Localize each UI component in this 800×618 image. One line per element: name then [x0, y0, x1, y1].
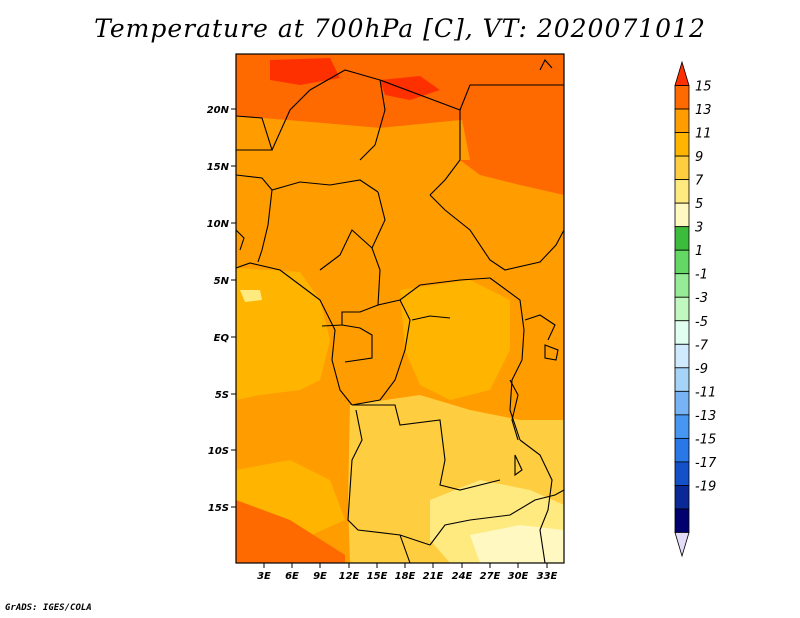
lon-ticks — [263, 563, 548, 568]
colorbar-label: 15 — [695, 80, 712, 95]
colorbar-segment — [674, 202, 690, 228]
temperature-field — [236, 54, 564, 563]
colorbar-label: -15 — [695, 432, 716, 447]
lat-label: 5N — [214, 276, 230, 287]
lon-label: 27E — [480, 571, 501, 582]
lon-labels: 3E 6E 9E 12E 15E 18E 21E 24E 27E 30E 33E — [257, 571, 557, 582]
colorbar-segment — [674, 343, 690, 369]
lon-label: 15E — [367, 571, 388, 582]
colorbar-label: -17 — [695, 456, 717, 471]
colorbar-label: -13 — [695, 409, 716, 424]
lat-labels: 20N 15N 10N 5N EQ 5S 10S 15S — [207, 105, 230, 514]
lat-ticks — [231, 108, 236, 508]
colorbar-segment — [674, 249, 690, 275]
lat-label: 15S — [208, 503, 229, 514]
lon-label: 12E — [339, 571, 360, 582]
colorbar-segment — [674, 437, 690, 463]
lon-label: 33E — [537, 571, 558, 582]
colorbar-segment — [674, 226, 690, 251]
colorbar-segment — [674, 414, 690, 439]
colorbar-segment — [674, 485, 690, 510]
lat-label: 15N — [207, 162, 230, 173]
colorbar-segment — [674, 320, 690, 345]
colorbar-segment — [674, 273, 690, 298]
lon-label: 9E — [313, 571, 327, 582]
lon-label: 3E — [257, 571, 271, 582]
lon-label: 6E — [285, 571, 299, 582]
lon-label: 24E — [452, 571, 473, 582]
colorbar-label: -5 — [695, 315, 708, 330]
lon-label: 30E — [508, 571, 529, 582]
map-frame — [235, 53, 565, 564]
colorbar-label: 7 — [695, 174, 704, 189]
colorbar-segment — [674, 532, 690, 558]
footer-credit: GrADS: IGES/COLA — [5, 603, 92, 613]
colorbar-segment — [674, 85, 690, 110]
chart-title: Temperature at 700hPa [C], VT: 202007101… — [94, 14, 706, 43]
colorbar-segment — [674, 367, 690, 392]
colorbar-segment — [674, 296, 690, 322]
country-borders — [235, 59, 565, 564]
colorbar-label: -9 — [695, 362, 708, 377]
colorbar-label: -19 — [695, 479, 716, 494]
lon-label: 18E — [395, 571, 416, 582]
colorbar-segment — [674, 108, 690, 133]
colorbar-label: 9 — [695, 150, 703, 165]
colorbar-segment — [674, 390, 690, 416]
colorbar-label: 1 — [695, 244, 703, 259]
colorbar-segment — [674, 155, 690, 181]
colorbar-label: -7 — [695, 338, 709, 353]
colorbar-segment — [674, 179, 690, 204]
colorbar-label: -11 — [695, 385, 716, 400]
colorbar-segment — [674, 60, 690, 86]
colorbar-label: -1 — [695, 268, 708, 283]
lat-label: 10S — [208, 446, 229, 457]
colorbar-segment — [674, 132, 690, 157]
colorbar-label: -3 — [695, 291, 708, 306]
colorbar-segment — [674, 461, 690, 486]
colorbar-labels: 15 13 11 9 7 5 3 1 -1 -3 -5 -7 -9 -11 -13 -15 -17 -19 — [695, 80, 717, 495]
lon-label: 21E — [423, 571, 444, 582]
colorbar-label: 13 — [695, 103, 712, 118]
colorbar — [674, 60, 690, 558]
colorbar-segment — [674, 508, 690, 533]
lat-label: 10N — [207, 219, 230, 230]
colorbar-label: 11 — [695, 127, 712, 142]
colorbar-label: 5 — [695, 197, 703, 212]
colorbar-label: 3 — [695, 221, 703, 236]
lat-label: 20N — [207, 105, 230, 116]
lat-label: EQ — [214, 333, 230, 344]
lat-label: 5S — [215, 390, 229, 401]
